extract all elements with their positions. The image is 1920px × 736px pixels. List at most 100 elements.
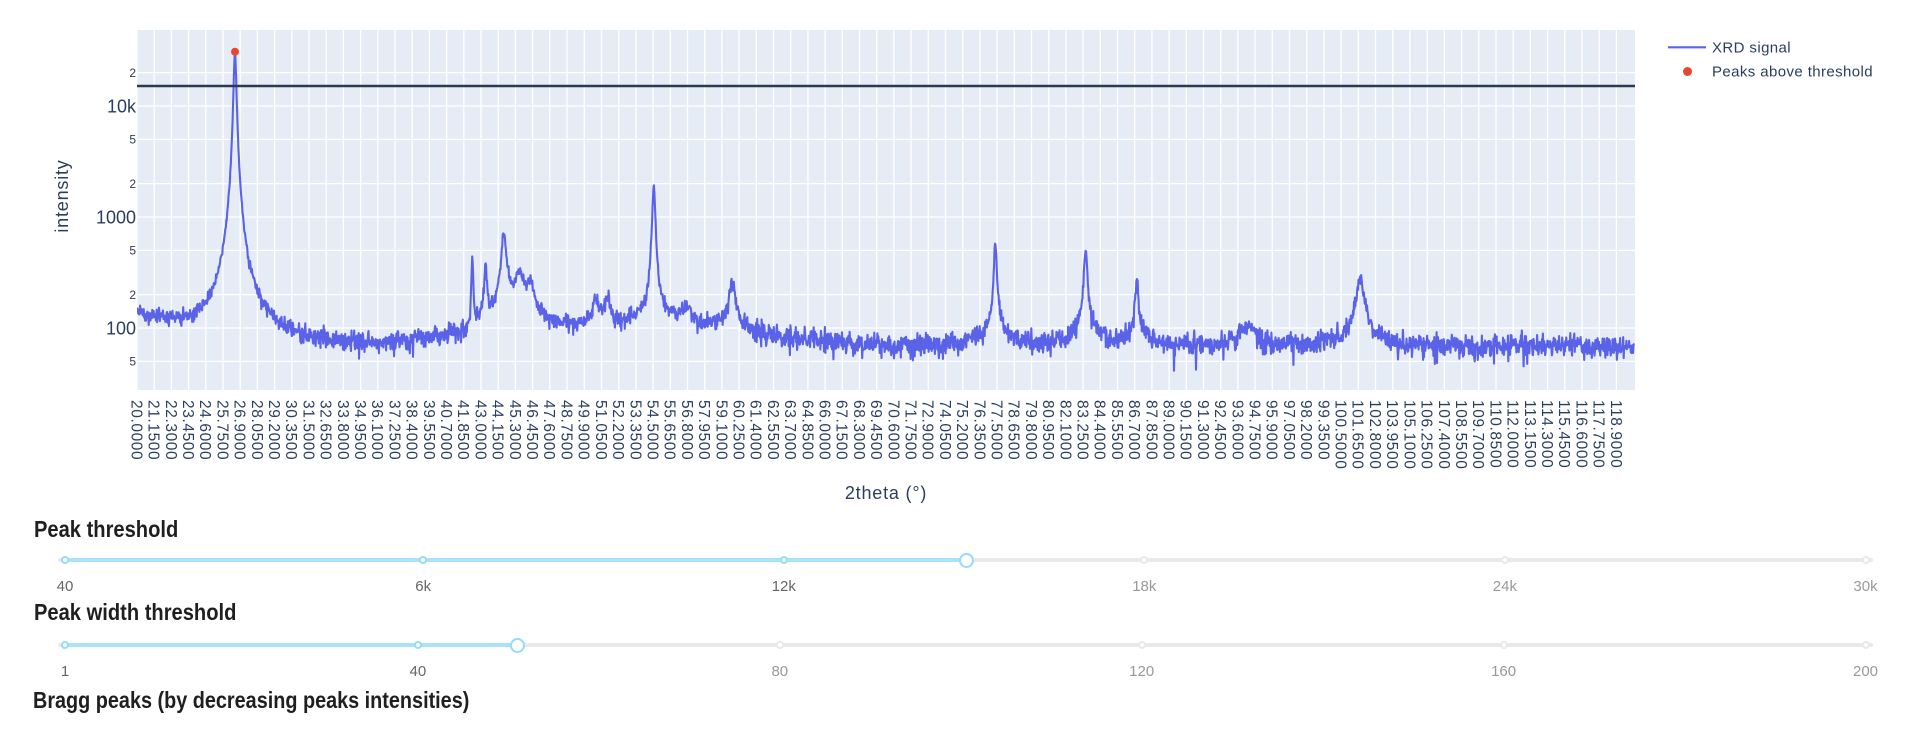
svg-text:66.0000: 66.0000 [816, 400, 833, 460]
svg-text:72.9000: 72.9000 [919, 400, 936, 460]
svg-text:77.5000: 77.5000 [988, 400, 1005, 460]
svg-text:36.1000: 36.1000 [368, 400, 385, 460]
svg-text:91.3000: 91.3000 [1194, 400, 1211, 460]
svg-text:5: 5 [129, 244, 136, 258]
svg-text:48.7500: 48.7500 [558, 400, 575, 460]
svg-text:26.9000: 26.9000 [231, 400, 248, 460]
svg-text:2: 2 [129, 66, 136, 80]
svg-text:40.7000: 40.7000 [437, 400, 454, 460]
svg-text:94.7500: 94.7500 [1246, 400, 1263, 460]
svg-text:85.5500: 85.5500 [1108, 400, 1125, 460]
svg-text:64.8500: 64.8500 [798, 400, 815, 460]
svg-text:117.7500: 117.7500 [1590, 400, 1607, 468]
svg-text:28.0500: 28.0500 [248, 400, 265, 460]
svg-text:57.9500: 57.9500 [695, 400, 712, 460]
svg-text:71.7500: 71.7500 [902, 400, 919, 460]
svg-text:39.5500: 39.5500 [420, 400, 437, 460]
svg-text:31.5000: 31.5000 [299, 400, 316, 460]
svg-text:100.5000: 100.5000 [1332, 400, 1349, 469]
svg-text:22.3000: 22.3000 [162, 400, 179, 460]
svg-text:10k: 10k [107, 96, 137, 116]
svg-text:2theta (°): 2theta (°) [845, 483, 927, 503]
svg-text:47.6000: 47.6000 [540, 400, 557, 460]
svg-text:37.2500: 37.2500 [385, 400, 402, 460]
svg-text:103.9500: 103.9500 [1383, 400, 1400, 469]
svg-text:118.9000: 118.9000 [1607, 400, 1624, 468]
svg-text:90.1500: 90.1500 [1177, 400, 1194, 460]
svg-text:49.9000: 49.9000 [575, 400, 592, 460]
svg-text:83.2500: 83.2500 [1074, 400, 1091, 460]
svg-text:108.5500: 108.5500 [1452, 400, 1469, 469]
svg-text:113.1500: 113.1500 [1521, 400, 1538, 468]
svg-text:105.1000: 105.1000 [1400, 400, 1417, 469]
svg-text:33.8000: 33.8000 [334, 400, 351, 460]
svg-text:20.0000: 20.0000 [127, 400, 144, 460]
svg-text:23.4500: 23.4500 [179, 400, 196, 460]
svg-text:53.3500: 53.3500 [626, 400, 643, 460]
svg-text:92.4500: 92.4500 [1211, 400, 1228, 460]
svg-text:93.6000: 93.6000 [1228, 400, 1245, 460]
svg-text:106.2500: 106.2500 [1418, 400, 1435, 469]
svg-text:34.9500: 34.9500 [351, 400, 368, 460]
svg-text:59.1000: 59.1000 [712, 400, 729, 460]
svg-text:70.6000: 70.6000 [884, 400, 901, 460]
svg-text:82.1000: 82.1000 [1056, 400, 1073, 460]
svg-text:68.3000: 68.3000 [850, 400, 867, 460]
svg-text:63.7000: 63.7000 [781, 400, 798, 460]
svg-text:112.0000: 112.0000 [1504, 400, 1521, 468]
svg-text:61.4000: 61.4000 [747, 400, 764, 460]
svg-text:114.3000: 114.3000 [1538, 400, 1555, 468]
svg-text:101.6500: 101.6500 [1349, 400, 1366, 469]
svg-text:97.0500: 97.0500 [1280, 400, 1297, 460]
svg-text:30.3500: 30.3500 [282, 400, 299, 460]
svg-text:95.9000: 95.9000 [1263, 400, 1280, 460]
svg-text:5: 5 [129, 133, 136, 147]
svg-text:116.6000: 116.6000 [1572, 400, 1589, 468]
svg-text:2: 2 [129, 177, 136, 191]
svg-text:86.7000: 86.7000 [1125, 400, 1142, 460]
svg-text:78.6500: 78.6500 [1005, 400, 1022, 460]
svg-text:110.8500: 110.8500 [1486, 400, 1503, 468]
svg-text:Peaks above threshold: Peaks above threshold [1712, 64, 1873, 81]
svg-text:29.2000: 29.2000 [265, 400, 282, 460]
svg-text:76.3500: 76.3500 [970, 400, 987, 460]
svg-text:1000: 1000 [96, 207, 136, 227]
svg-text:89.0000: 89.0000 [1160, 400, 1177, 460]
svg-text:55.6500: 55.6500 [661, 400, 678, 460]
svg-text:69.4500: 69.4500 [867, 400, 884, 460]
svg-text:5: 5 [129, 355, 136, 369]
svg-text:32.6500: 32.6500 [317, 400, 334, 460]
svg-text:41.8500: 41.8500 [454, 400, 471, 460]
svg-text:56.8000: 56.8000 [678, 400, 695, 460]
svg-text:38.4000: 38.4000 [403, 400, 420, 460]
svg-text:intensity: intensity [52, 159, 72, 232]
svg-text:21.1500: 21.1500 [145, 400, 162, 460]
svg-text:54.5000: 54.5000 [644, 400, 661, 460]
svg-text:43.0000: 43.0000 [471, 400, 488, 460]
svg-text:99.3500: 99.3500 [1314, 400, 1331, 460]
svg-text:100: 100 [106, 318, 136, 338]
svg-text:XRD signal: XRD signal [1712, 40, 1791, 57]
svg-text:25.7500: 25.7500 [213, 400, 230, 460]
svg-text:109.7000: 109.7000 [1469, 400, 1486, 469]
svg-text:79.8000: 79.8000 [1022, 400, 1039, 460]
svg-text:52.2000: 52.2000 [609, 400, 626, 460]
svg-text:44.1500: 44.1500 [489, 400, 506, 460]
svg-text:74.0500: 74.0500 [936, 400, 953, 460]
svg-text:107.4000: 107.4000 [1435, 400, 1452, 469]
svg-text:46.4500: 46.4500 [523, 400, 540, 460]
svg-text:84.4000: 84.4000 [1091, 400, 1108, 460]
svg-text:67.1500: 67.1500 [833, 400, 850, 460]
svg-text:115.4500: 115.4500 [1555, 400, 1572, 468]
svg-text:2: 2 [129, 288, 136, 302]
svg-text:75.2000: 75.2000 [953, 400, 970, 460]
svg-text:45.3000: 45.3000 [506, 400, 523, 460]
svg-text:87.8500: 87.8500 [1142, 400, 1159, 460]
svg-text:51.0500: 51.0500 [592, 400, 609, 460]
svg-text:80.9500: 80.9500 [1039, 400, 1056, 460]
svg-text:62.5500: 62.5500 [764, 400, 781, 460]
svg-text:24.6000: 24.6000 [196, 400, 213, 460]
svg-text:102.8000: 102.8000 [1366, 400, 1383, 469]
svg-text:60.2500: 60.2500 [730, 400, 747, 460]
svg-text:98.2000: 98.2000 [1297, 400, 1314, 460]
